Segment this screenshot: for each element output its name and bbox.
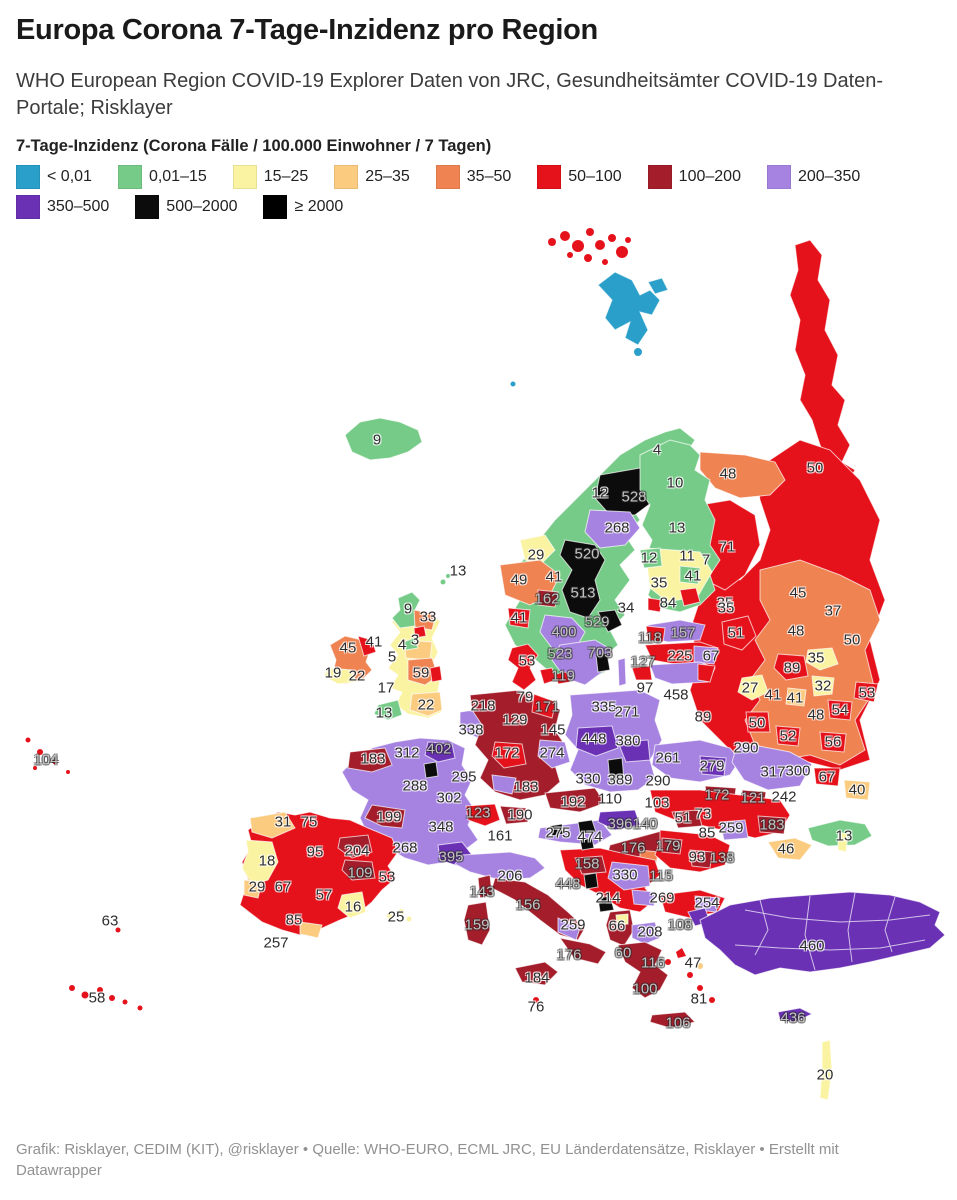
region-finland-patches[interactable] bbox=[639, 547, 713, 613]
region-russia-patches[interactable] bbox=[721, 615, 879, 801]
region-israel[interactable] bbox=[819, 1039, 833, 1101]
region-switzerland[interactable] bbox=[465, 803, 529, 827]
region-denmark[interactable] bbox=[507, 643, 571, 691]
region-atlantic-islands[interactable] bbox=[25, 737, 143, 1011]
region-ireland[interactable] bbox=[323, 635, 419, 685]
region-kola[interactable] bbox=[699, 451, 786, 499]
legend-label: < 0,01 bbox=[47, 168, 92, 185]
legend-label: 35–50 bbox=[466, 168, 512, 185]
region-faroe-islands[interactable] bbox=[440, 574, 451, 585]
region-ukraine-patches[interactable] bbox=[671, 809, 813, 861]
region-albania[interactable] bbox=[605, 909, 661, 947]
region-balkans-patches[interactable] bbox=[574, 837, 657, 913]
legend-swatch bbox=[117, 165, 142, 189]
legend-label: 15–25 bbox=[263, 168, 309, 185]
legend-item: 50–100 bbox=[537, 165, 622, 189]
region-ukraine[interactable] bbox=[649, 789, 791, 839]
legend-swatch bbox=[334, 165, 359, 189]
region-jan-mayen[interactable] bbox=[510, 381, 516, 387]
legend-item: 35–50 bbox=[435, 165, 512, 189]
legend-label: 350–500 bbox=[47, 198, 110, 215]
region-iberia-patches[interactable] bbox=[241, 811, 412, 939]
legend-item: < 0,01 bbox=[16, 165, 92, 189]
legend-swatch bbox=[16, 195, 40, 219]
legend-label: 50–100 bbox=[568, 168, 622, 185]
region-czechia[interactable] bbox=[544, 787, 606, 813]
region-poland-patches[interactable] bbox=[575, 725, 651, 783]
legend-label: 500–2000 bbox=[166, 198, 238, 215]
legend-label: 0,01–15 bbox=[148, 168, 207, 185]
legend-label: 200–350 bbox=[797, 168, 861, 185]
legend-swatch bbox=[232, 165, 257, 189]
legend-item: 25–35 bbox=[334, 165, 410, 189]
region-russia-purple[interactable] bbox=[731, 741, 813, 791]
region-novaya-zemlya[interactable] bbox=[789, 239, 856, 483]
legend-item: 200–350 bbox=[766, 165, 861, 189]
legend-item: 0,01–15 bbox=[117, 165, 207, 189]
legend-swatch bbox=[263, 195, 288, 219]
legend-swatch bbox=[766, 165, 791, 189]
legend-label: 25–35 bbox=[365, 168, 410, 185]
legend-swatch bbox=[537, 165, 562, 189]
region-baltics[interactable] bbox=[631, 619, 719, 685]
footer-credit: Grafik: Risklayer, CEDIM (KIT), @risklay… bbox=[16, 1140, 839, 1180]
region-romania-patches[interactable] bbox=[661, 837, 713, 869]
legend-swatch bbox=[135, 195, 160, 219]
legend-swatch bbox=[647, 165, 672, 189]
page-subtitle: WHO European Region COVID-19 Explorer Da… bbox=[16, 70, 884, 119]
region-svalbard[interactable] bbox=[597, 271, 669, 356]
region-slovakia[interactable] bbox=[597, 809, 641, 831]
region-iceland[interactable] bbox=[344, 417, 423, 461]
legend-title: 7-Tage-Inzidenz (Corona Fälle / 100.000 … bbox=[16, 137, 492, 155]
region-greece[interactable] bbox=[617, 941, 715, 1029]
legend-swatch bbox=[435, 165, 460, 189]
region-turkey[interactable] bbox=[687, 891, 946, 976]
region-germany-patches[interactable] bbox=[491, 693, 571, 795]
region-cyprus[interactable] bbox=[777, 1007, 814, 1023]
legend-label: 100–200 bbox=[678, 168, 741, 185]
legend: < 0,01 0,01–15 15–25 25–35 35–50 50–100 100–20… bbox=[16, 165, 946, 219]
legend-item: 350–500 bbox=[16, 195, 109, 219]
legend-item: 500–2000 bbox=[135, 195, 237, 219]
legend-swatch bbox=[16, 165, 40, 189]
region-uk-patches[interactable] bbox=[373, 591, 443, 721]
legend-label: ≥ 2000 bbox=[294, 198, 344, 215]
legend-item: 100–200 bbox=[647, 165, 741, 189]
legend-item: ≥ 2000 bbox=[263, 195, 343, 219]
region-italy[interactable] bbox=[454, 851, 607, 1003]
region-franz-josef-land[interactable] bbox=[548, 228, 631, 265]
region-georgia[interactable] bbox=[807, 819, 873, 853]
region-france-patches[interactable] bbox=[347, 741, 473, 867]
legend-item: 15–25 bbox=[232, 165, 309, 189]
page-title: Europa Corona 7-Tage-Inzidenz pro Region bbox=[16, 14, 598, 46]
